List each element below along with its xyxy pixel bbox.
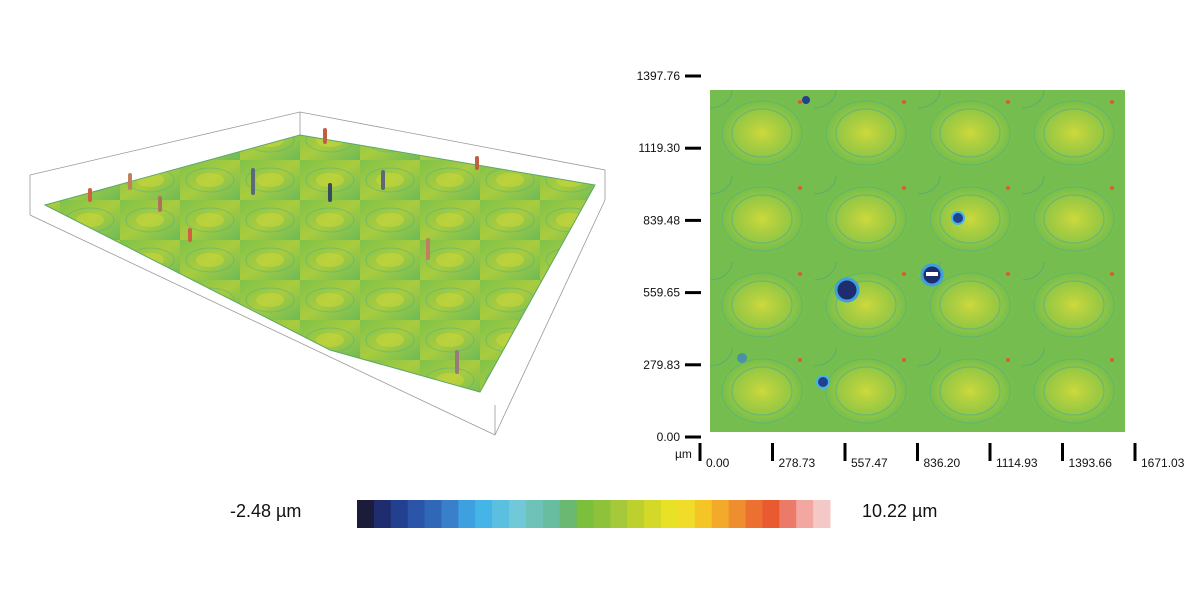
colorbar-swatch	[813, 500, 831, 528]
colorbar-swatch	[593, 500, 611, 528]
colorbar-swatch	[796, 500, 814, 528]
x-tick-label: 1114.93	[996, 456, 1038, 470]
colorbar-max: 10.22 µm	[862, 501, 937, 521]
y-tick-label: 1397.76	[637, 69, 681, 83]
colorbar-swatch	[644, 500, 662, 528]
colorbar-swatch	[407, 500, 426, 528]
colorbar-swatch	[728, 500, 747, 528]
colorbar-swatch	[745, 500, 763, 528]
colorbar-swatch	[390, 500, 409, 528]
colorbar-min: -2.48 µm	[230, 501, 301, 521]
colorbar	[357, 500, 831, 528]
y-tick-label: 279.83	[643, 358, 680, 372]
colorbar-swatch	[694, 500, 713, 528]
colorbar-swatch	[357, 500, 375, 528]
colorbar-swatch	[475, 500, 493, 528]
colorbar-swatch	[779, 500, 797, 528]
y-tick-label: 839.48	[643, 213, 680, 227]
height-map	[710, 90, 1125, 432]
x-tick-label: 836.20	[924, 456, 961, 470]
x-tick-label: 1671.03	[1141, 456, 1185, 470]
colorbar-swatch	[661, 500, 679, 528]
x-tick-label: 0.00	[706, 456, 730, 470]
colorbar-swatch	[373, 500, 392, 528]
colorbar-swatch	[711, 500, 730, 528]
colorbar-swatch	[677, 500, 696, 528]
x-tick-label: 278.73	[779, 456, 816, 470]
x-tick-label: 557.47	[851, 456, 888, 470]
colorbar-swatch	[492, 500, 510, 528]
y-tick-label: 1119.30	[638, 141, 680, 155]
x-tick-label: 1393.66	[1069, 456, 1113, 470]
colorbar-swatch	[559, 500, 578, 528]
colorbar-swatch	[458, 500, 476, 528]
surface-3d	[29, 111, 606, 436]
x-unit: µm	[675, 447, 692, 461]
colorbar-swatch	[424, 500, 442, 528]
colorbar-swatch	[627, 500, 645, 528]
y-tick-label: 559.65	[643, 286, 680, 300]
axes: 1397.76 1119.30 839.48 559.65 279.83 0.00 0.00…	[637, 69, 1185, 470]
colorbar-swatch	[610, 500, 628, 528]
colorbar-swatch	[525, 500, 544, 528]
colorbar-swatch	[762, 500, 780, 528]
colorbar-swatch	[542, 500, 561, 528]
colorbar-swatch	[441, 500, 459, 528]
y-tick-label: 0.00	[657, 430, 681, 444]
colorbar-swatch	[509, 500, 527, 528]
colorbar-swatch	[576, 500, 594, 528]
